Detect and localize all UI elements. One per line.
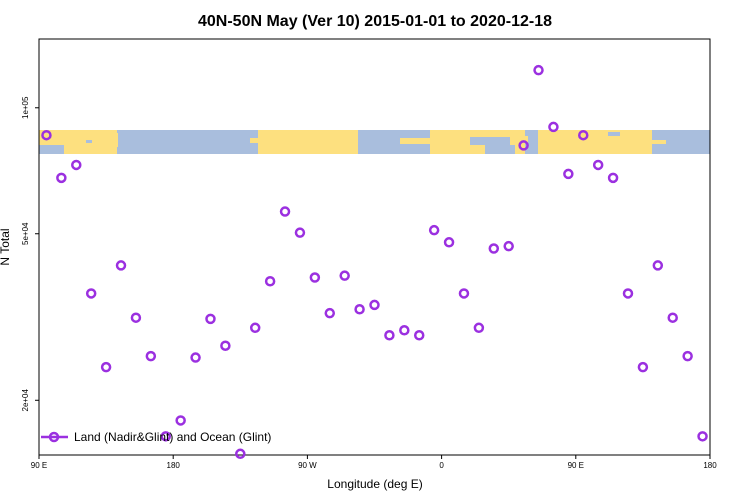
map-detail-10 (608, 132, 620, 136)
data-point-16 (279, 206, 291, 217)
data-point-32 (518, 140, 529, 151)
data-point-31 (503, 240, 514, 252)
map-strip (39, 130, 710, 154)
legend-marker (48, 431, 60, 443)
data-point-43 (682, 350, 693, 362)
data-point-0 (41, 129, 52, 141)
data-point-28 (458, 288, 470, 299)
data-point-26 (428, 224, 440, 236)
x-tick-label-3: 0 (439, 461, 444, 470)
data-point-2 (71, 159, 82, 171)
data-point-29 (473, 322, 485, 334)
data-point-4 (100, 361, 112, 373)
y-tick-label-0: 2e+04 (21, 388, 30, 411)
data-point-19 (324, 307, 336, 319)
data-point-12 (220, 340, 231, 351)
data-point-9 (175, 415, 186, 426)
map-detail-8 (250, 138, 260, 143)
data-point-38 (607, 172, 619, 184)
data-point-25 (413, 330, 425, 341)
y-axis: 2e+04 5e+04 1e+05 (21, 96, 39, 412)
data-point-39 (622, 288, 634, 299)
series-points (41, 64, 708, 460)
chart-title: 40N-50N May (Ver 10) 2015-01-01 to 2020-… (198, 13, 552, 30)
data-point-15 (264, 276, 276, 287)
data-point-44 (697, 431, 708, 442)
plot-frame (38, 38, 711, 456)
y-axis-label: N Total (0, 228, 12, 265)
map-detail-5 (652, 140, 666, 144)
data-point-20 (339, 270, 350, 281)
x-tick-label-0: 90 E (31, 461, 47, 470)
x-tick-label-4: 90 E (568, 461, 584, 470)
data-point-14 (249, 322, 261, 334)
map-detail-7 (110, 133, 118, 147)
map-detail-11 (640, 146, 650, 150)
data-point-6 (130, 312, 142, 323)
x-tick-label-5: 180 (703, 461, 717, 470)
data-point-24 (399, 325, 410, 336)
map-ocean-region-2 (525, 130, 538, 154)
data-point-37 (592, 159, 604, 171)
y-tick-label-1: 5e+04 (21, 222, 30, 245)
data-point-36 (578, 129, 589, 141)
map-detail-2 (485, 145, 515, 154)
map-ocean-region-0 (117, 130, 258, 154)
data-point-27 (443, 237, 455, 248)
map-detail-3 (400, 138, 430, 144)
y-tick-label-2: 1e+05 (21, 96, 30, 119)
data-point-42 (667, 312, 678, 323)
data-point-13 (235, 448, 246, 460)
data-point-21 (354, 304, 365, 315)
data-point-11 (205, 313, 216, 325)
data-point-8 (160, 431, 171, 442)
legend: Land (Nadir&Glint) and Ocean (Glint) (41, 430, 271, 444)
legend-label: Land (Nadir&Glint) and Ocean (Glint) (74, 430, 271, 444)
data-point-40 (637, 361, 649, 373)
x-axis-label: Longitude (deg E) (327, 477, 422, 491)
data-point-35 (563, 168, 574, 180)
map-detail-4 (520, 136, 528, 143)
x-axis: 90 E 180 90 W 0 90 E 180 (31, 455, 717, 470)
data-point-18 (309, 272, 321, 283)
data-point-1 (56, 172, 67, 184)
map-detail-6 (86, 140, 92, 143)
x-tick-label-2: 90 W (298, 461, 317, 470)
map-detail-9 (430, 138, 450, 144)
data-point-30 (488, 243, 500, 254)
data-point-10 (190, 352, 201, 363)
data-point-23 (384, 330, 395, 341)
data-point-7 (145, 350, 157, 362)
data-point-22 (369, 299, 380, 311)
data-point-17 (294, 227, 306, 238)
map-detail-0 (39, 145, 64, 154)
map-detail-1 (470, 137, 510, 145)
data-point-41 (652, 260, 664, 271)
data-point-34 (548, 121, 559, 133)
data-point-3 (85, 288, 97, 299)
x-tick-label-1: 180 (167, 461, 181, 470)
data-point-33 (533, 64, 544, 76)
data-point-5 (115, 260, 127, 271)
